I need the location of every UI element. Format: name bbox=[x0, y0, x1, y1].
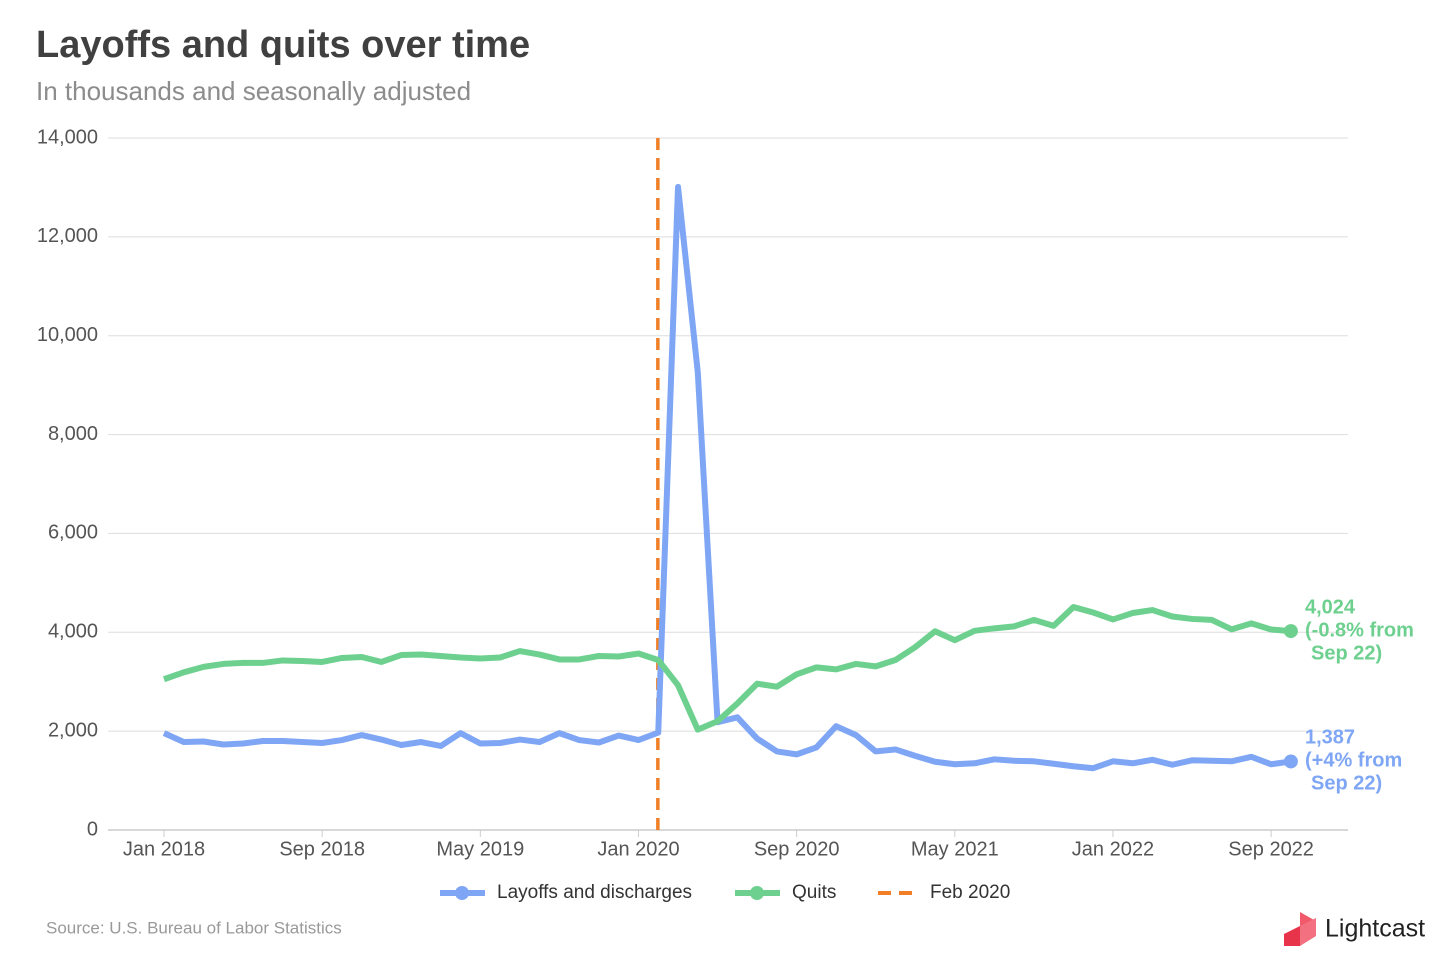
legend-dot bbox=[455, 886, 469, 900]
y-tick-label: 10,000 bbox=[37, 324, 98, 346]
end-label: 4,024 bbox=[1305, 596, 1356, 618]
y-tick-label: 8,000 bbox=[48, 423, 98, 445]
end-dot bbox=[1283, 624, 1298, 639]
series-line bbox=[163, 604, 1292, 733]
chart-title: Layoffs and quits over time bbox=[36, 24, 530, 66]
x-tick-label: May 2019 bbox=[436, 838, 524, 860]
x-tick-label: Jan 2022 bbox=[1072, 838, 1154, 860]
end-dot bbox=[1283, 754, 1298, 769]
logo-icon bbox=[1284, 912, 1316, 946]
x-tick-label: May 2021 bbox=[911, 838, 999, 860]
end-label: Sep 22) bbox=[1311, 773, 1382, 795]
legend-label: Layoffs and discharges bbox=[497, 882, 692, 903]
x-tick-label: Sep 2022 bbox=[1228, 838, 1314, 860]
end-label: 1,387 bbox=[1305, 727, 1355, 749]
y-tick-label: 12,000 bbox=[37, 225, 98, 247]
y-tick-label: 0 bbox=[87, 818, 98, 840]
y-tick-label: 4,000 bbox=[48, 621, 98, 643]
end-label: Sep 22) bbox=[1311, 642, 1382, 664]
legend-dot bbox=[750, 886, 764, 900]
x-tick-label: Jan 2018 bbox=[123, 838, 205, 860]
x-tick-label: Sep 2020 bbox=[754, 838, 840, 860]
y-tick-label: 14,000 bbox=[37, 126, 98, 148]
series-line bbox=[162, 183, 1292, 772]
y-tick-label: 6,000 bbox=[48, 522, 98, 544]
y-tick-label: 2,000 bbox=[48, 719, 98, 741]
chart-subtitle: In thousands and seasonally adjusted bbox=[36, 76, 471, 106]
x-tick-label: Jan 2020 bbox=[597, 838, 679, 860]
end-label: (-0.8% from bbox=[1305, 619, 1414, 641]
legend-label: Feb 2020 bbox=[930, 882, 1010, 903]
logo-text: Lightcast bbox=[1325, 915, 1425, 943]
legend-label: Quits bbox=[792, 882, 836, 903]
x-tick-label: Sep 2018 bbox=[279, 838, 365, 860]
end-label: (+4% from bbox=[1305, 750, 1402, 772]
source-note: Source: U.S. Bureau of Labor Statistics bbox=[46, 918, 342, 937]
